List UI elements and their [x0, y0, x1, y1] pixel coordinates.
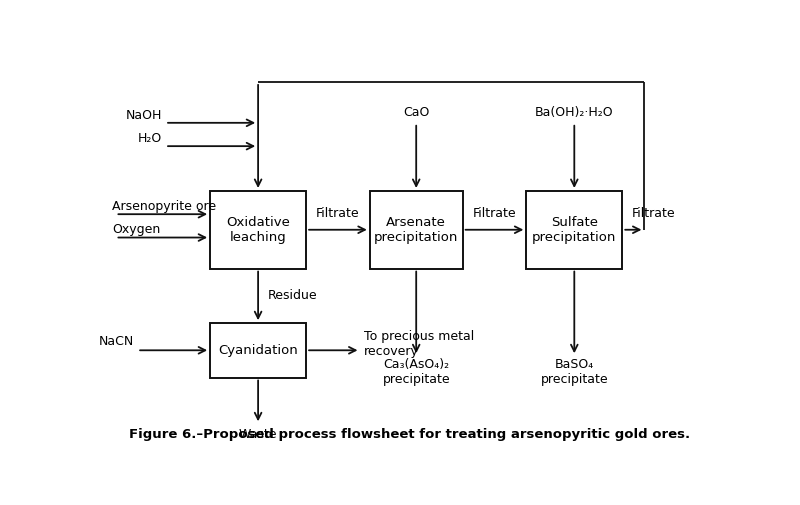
Text: Filtrate: Filtrate	[632, 207, 675, 220]
Bar	[526, 191, 622, 269]
Text: NaCN: NaCN	[99, 335, 134, 348]
Text: To precious metal
recovery: To precious metal recovery	[363, 330, 474, 359]
Text: Arsenate
precipitation: Arsenate precipitation	[374, 216, 458, 244]
Text: Cyanidation: Cyanidation	[218, 344, 298, 357]
Bar	[210, 323, 306, 378]
Text: Sulfate
precipitation: Sulfate precipitation	[532, 216, 617, 244]
Text: CaO: CaO	[403, 106, 430, 119]
Text: Ba(OH)₂·H₂O: Ba(OH)₂·H₂O	[535, 106, 614, 119]
Text: NaOH: NaOH	[126, 109, 162, 122]
Text: H₂O: H₂O	[138, 132, 162, 145]
Text: Waste: Waste	[239, 428, 278, 441]
Text: Figure 6.–Proposed process flowsheet for treating arsenopyritic gold ores.: Figure 6.–Proposed process flowsheet for…	[130, 428, 690, 441]
Bar	[370, 191, 462, 269]
Bar	[210, 191, 306, 269]
Text: Oxygen: Oxygen	[112, 223, 161, 236]
Text: Filtrate: Filtrate	[473, 207, 516, 220]
Text: Oxidative
leaching: Oxidative leaching	[226, 216, 290, 244]
Text: BaSO₄
precipitate: BaSO₄ precipitate	[541, 358, 608, 386]
Text: Filtrate: Filtrate	[316, 207, 360, 220]
Text: Ca₃(AsO₄)₂
precipitate: Ca₃(AsO₄)₂ precipitate	[382, 358, 450, 386]
Text: Arsenopyrite ore: Arsenopyrite ore	[112, 200, 217, 213]
Text: Residue: Residue	[267, 289, 317, 302]
